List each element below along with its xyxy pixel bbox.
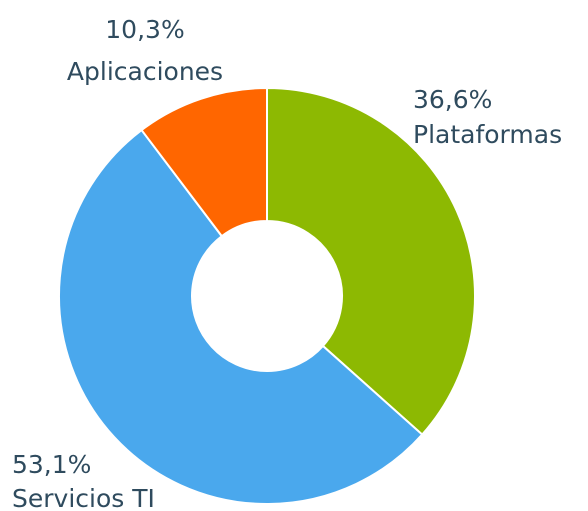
value-label: 10,3% [105, 15, 184, 44]
value-label: 36,6% [413, 85, 492, 114]
donut-slice [266, 86, 476, 436]
donut-slice [140, 86, 268, 238]
category-label: Servicios TI [12, 484, 155, 511]
category-label: Plataformas [413, 120, 562, 149]
donut-slice [57, 128, 424, 505]
category-label: Aplicaciones [67, 57, 223, 86]
value-label: 53,1% [12, 450, 91, 479]
